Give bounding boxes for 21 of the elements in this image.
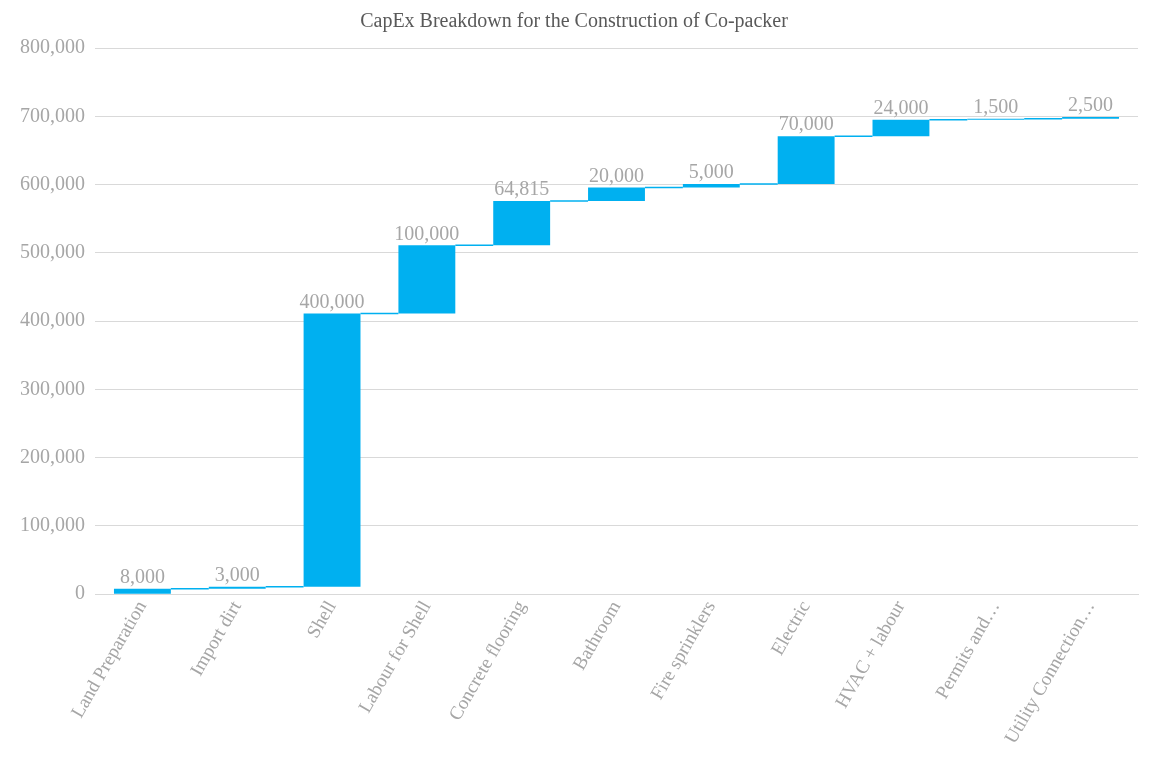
y-tick-label: 200,000: [20, 444, 85, 467]
y-tick-label: 700,000: [20, 103, 85, 126]
data-label: 5,000: [688, 160, 734, 183]
data-label: 3,000: [214, 562, 260, 585]
chart-title: CapEx Breakdown for the Construction of Co-packer: [360, 9, 789, 33]
y-tick-label: 600,000: [20, 171, 85, 194]
y-tick-label: 300,000: [20, 376, 85, 399]
y-tick-label: 500,000: [20, 240, 85, 263]
y-tick-label: 100,000: [20, 513, 85, 536]
data-label: 2,500: [1068, 93, 1114, 116]
data-label: 70,000: [778, 112, 834, 135]
data-label: 8,000: [119, 564, 165, 587]
y-tick-label: 0: [75, 581, 85, 604]
data-label: 64,815: [494, 177, 550, 200]
data-label: 400,000: [299, 289, 365, 312]
data-label: 20,000: [589, 163, 644, 186]
data-label: 1,500: [973, 95, 1019, 118]
data-label: 24,000: [873, 96, 929, 119]
y-tick-label: 400,000: [20, 308, 85, 331]
data-label: 100,000: [394, 221, 460, 244]
y-tick-label: 800,000: [20, 35, 85, 58]
